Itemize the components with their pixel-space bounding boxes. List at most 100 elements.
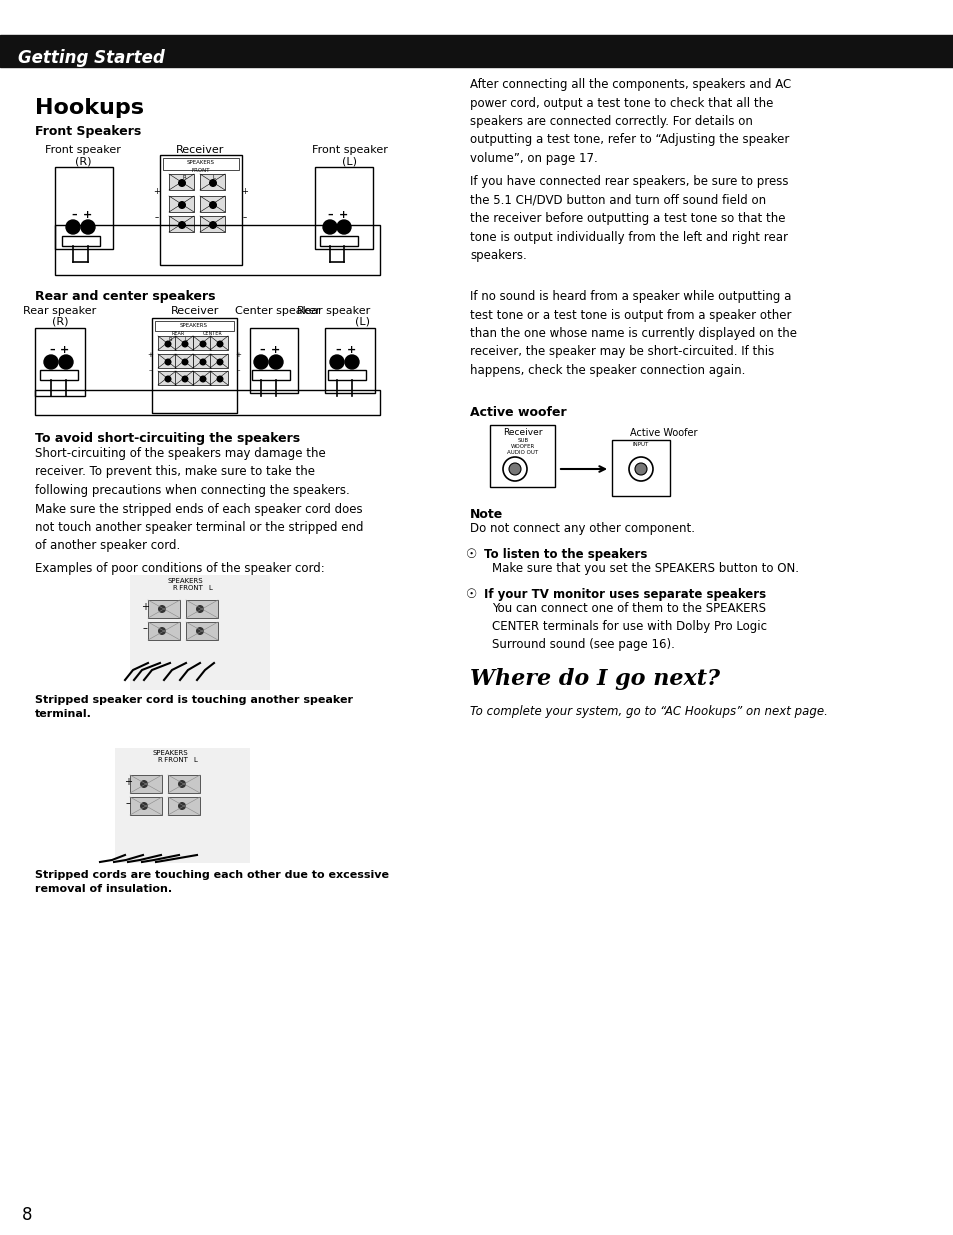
- Text: FRONT: FRONT: [192, 168, 210, 173]
- Text: You can connect one of them to the SPEAKERS
CENTER terminals for use with Dolby : You can connect one of them to the SPEAK…: [492, 601, 766, 651]
- Bar: [55, 167, 112, 249]
- Text: Examples of poor conditions of the speaker cord:: Examples of poor conditions of the speak…: [35, 562, 324, 576]
- Bar: [200, 196, 225, 212]
- Bar: [130, 797, 162, 815]
- Bar: [0, 35, 953, 67]
- Text: Receiver: Receiver: [503, 429, 542, 437]
- Text: ☉: ☉: [465, 548, 476, 561]
- Bar: [168, 776, 200, 793]
- Bar: [115, 748, 250, 863]
- Circle shape: [59, 354, 73, 369]
- Circle shape: [140, 781, 148, 788]
- Circle shape: [199, 358, 206, 366]
- Circle shape: [195, 605, 204, 613]
- Circle shape: [209, 201, 216, 209]
- Text: L: L: [213, 175, 215, 180]
- Bar: [325, 329, 375, 393]
- Text: (L): (L): [355, 317, 370, 327]
- Bar: [193, 336, 211, 350]
- Text: Active woofer: Active woofer: [470, 406, 566, 419]
- Circle shape: [181, 375, 189, 383]
- Text: Make sure that you set the SPEAKERS button to ON.: Make sure that you set the SPEAKERS butt…: [492, 562, 799, 576]
- Text: 8: 8: [22, 1207, 32, 1224]
- Circle shape: [164, 358, 172, 366]
- Text: Getting Started: Getting Started: [18, 49, 165, 67]
- Bar: [174, 336, 193, 350]
- Bar: [319, 236, 357, 246]
- Bar: [210, 336, 228, 350]
- Bar: [152, 317, 236, 412]
- Text: Rear and center speakers: Rear and center speakers: [35, 290, 215, 303]
- Text: –: –: [142, 622, 148, 634]
- Circle shape: [178, 221, 186, 228]
- Text: R: R: [172, 585, 177, 592]
- Text: Short-circuiting of the speakers may damage the
receiver. To prevent this, make : Short-circuiting of the speakers may dam…: [35, 447, 363, 552]
- Text: Active Woofer: Active Woofer: [629, 429, 697, 438]
- Text: –: –: [327, 210, 333, 220]
- Bar: [169, 216, 193, 232]
- Circle shape: [199, 375, 206, 383]
- Bar: [490, 425, 555, 487]
- Text: Do not connect any other component.: Do not connect any other component.: [470, 522, 695, 535]
- Text: Front speaker: Front speaker: [312, 144, 388, 156]
- Circle shape: [44, 354, 58, 369]
- Text: +: +: [60, 345, 70, 354]
- Bar: [169, 196, 193, 212]
- Circle shape: [209, 179, 216, 186]
- Circle shape: [158, 605, 166, 613]
- Text: To complete your system, go to “AC Hookups” on next page.: To complete your system, go to “AC Hooku…: [470, 705, 827, 718]
- Text: –: –: [154, 214, 159, 222]
- Bar: [163, 158, 239, 170]
- Text: +: +: [83, 210, 92, 220]
- Text: SPEAKERS: SPEAKERS: [187, 161, 214, 165]
- Bar: [35, 329, 85, 396]
- Circle shape: [628, 457, 652, 480]
- Text: Front speaker: Front speaker: [45, 144, 121, 156]
- Bar: [328, 370, 366, 380]
- Bar: [252, 370, 290, 380]
- Bar: [158, 354, 175, 368]
- Text: SPEAKERS: SPEAKERS: [167, 578, 203, 584]
- Text: Receiver: Receiver: [171, 306, 219, 316]
- Text: –: –: [50, 345, 54, 354]
- Text: R: R: [168, 337, 172, 342]
- Circle shape: [178, 201, 186, 209]
- Circle shape: [181, 358, 189, 366]
- Text: –: –: [236, 367, 239, 373]
- Circle shape: [178, 781, 186, 788]
- Text: To avoid short-circuiting the speakers: To avoid short-circuiting the speakers: [35, 432, 300, 445]
- Text: +: +: [234, 352, 241, 358]
- Circle shape: [336, 220, 351, 233]
- Circle shape: [509, 463, 520, 475]
- Bar: [148, 600, 180, 618]
- Text: (R): (R): [51, 317, 69, 327]
- Text: Note: Note: [470, 508, 503, 521]
- Circle shape: [209, 221, 216, 228]
- Bar: [130, 776, 162, 793]
- Bar: [130, 576, 270, 690]
- Text: After connecting all the components, speakers and AC
power cord, output a test t: After connecting all the components, spe…: [470, 78, 790, 165]
- Text: To listen to the speakers: To listen to the speakers: [483, 548, 647, 561]
- Text: R: R: [182, 175, 186, 180]
- Text: SPEAKERS: SPEAKERS: [152, 750, 188, 756]
- Bar: [210, 354, 228, 368]
- Bar: [210, 370, 228, 385]
- Bar: [314, 167, 373, 249]
- Bar: [186, 622, 218, 640]
- Bar: [174, 354, 193, 368]
- Bar: [200, 216, 225, 232]
- Circle shape: [199, 341, 206, 347]
- Bar: [154, 321, 233, 331]
- Circle shape: [178, 179, 186, 186]
- Circle shape: [216, 341, 223, 347]
- Text: +: +: [141, 601, 149, 613]
- Bar: [250, 329, 297, 393]
- Circle shape: [164, 375, 172, 383]
- Bar: [168, 797, 200, 815]
- Text: Stripped speaker cord is touching another speaker
terminal.: Stripped speaker cord is touching anothe…: [35, 695, 353, 719]
- Bar: [55, 225, 379, 275]
- Text: WOOFER: WOOFER: [511, 445, 535, 450]
- Text: FRONT: FRONT: [177, 585, 203, 592]
- Bar: [148, 622, 180, 640]
- Text: –: –: [259, 345, 265, 354]
